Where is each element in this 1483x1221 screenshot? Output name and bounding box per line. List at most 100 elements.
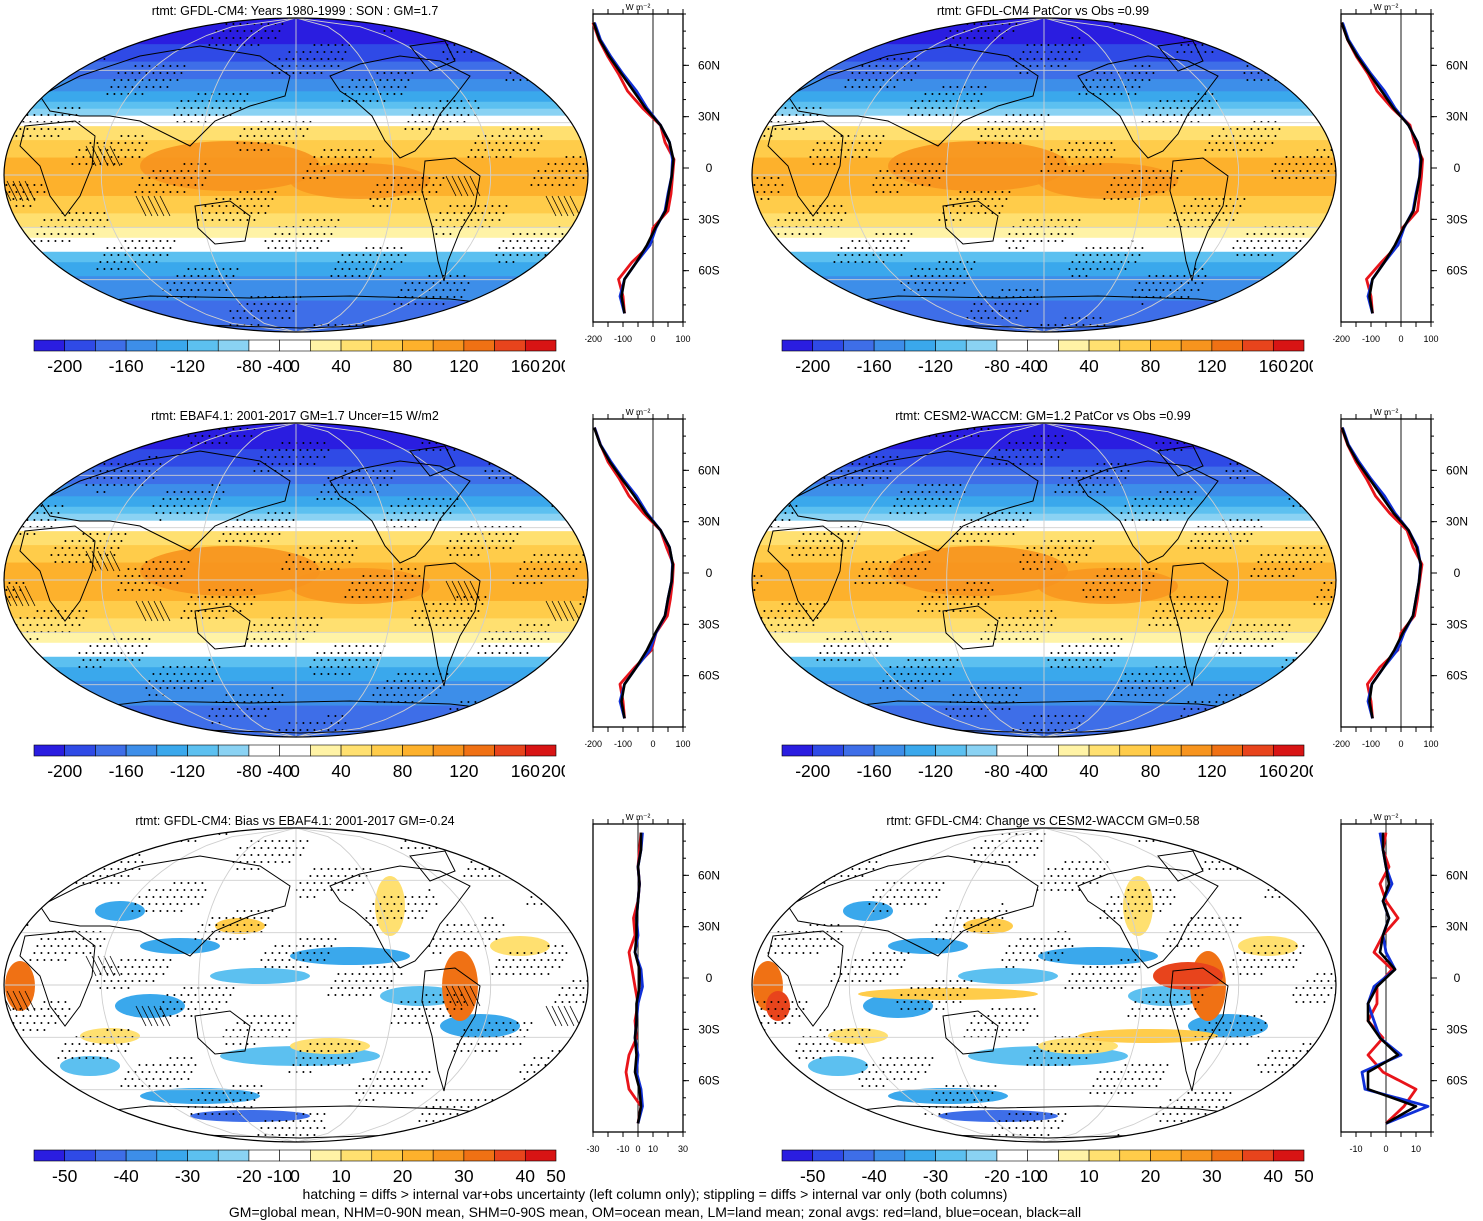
colorbar-tick-label: 40 [331,356,351,376]
colorbar-tick-label: 50 [546,1166,565,1186]
colorbar: -200 -160 -120 -80-400 40 80 120 160200 [33,744,565,781]
zonal-mean-plot: W m⁻² 60N 30N 0 30S 60S -10 0 10 [1340,812,1468,1154]
colorbar-swatch [187,339,219,352]
colorbar-swatch [524,1149,557,1162]
colorbar-swatch [279,744,311,757]
graticule [752,828,1336,1142]
map-outline [751,17,1337,333]
zonal-series-land [593,427,675,719]
world-map [751,827,1337,1143]
colorbar-swatch [1058,744,1090,757]
zonal-series-all [592,22,675,314]
colorbar-tick-label: 50 [1294,1166,1313,1186]
colorbar-tick-label: 0 [290,761,300,781]
colorbar-swatch [248,1149,280,1162]
zonal-x-tick-label: -200 [1333,334,1350,344]
colorbar-swatch [310,744,342,757]
colorbar: -50 -40 -30 -20 -100 10 20 30 40 50 [781,1149,1313,1186]
colorbar-swatch [125,744,158,757]
zonal-x-tick-label: 100 [675,739,690,749]
lat-tick-label: 60S [698,264,719,278]
colorbar-tick-label: -200 [795,761,830,781]
colorbar-swatch [1088,1149,1121,1162]
stippling [753,833,1336,1142]
colorbar-tick-label: -40 [113,1166,139,1186]
footer-line-1: hatching = diffs > internal var+obs unce… [302,1186,1008,1202]
footer-line-2: GM=global mean, NHM=0-90N mean, SHM=0-90… [228,1204,1082,1220]
zonal-x-tick-label: 0 [650,739,655,749]
hatching [4,955,581,1027]
zonal-unit-label: W m⁻² [1374,407,1399,417]
colorbar-swatch [904,339,936,352]
chart-panel: rtmt: GFDL-CM4: Bias vs EBAF4.1: 2001-20… [0,810,740,1215]
colorbar-tick-label: -40 [1015,761,1041,781]
lat-tick-label: 30N [698,110,720,124]
colorbar-tick-label: 120 [449,761,478,781]
colorbar-tick-label: 40 [1079,761,1099,781]
colorbar-swatch [1058,1149,1090,1162]
zonal-series-land [1340,22,1424,314]
colorbar-tick-label: 0 [1038,1166,1048,1186]
zonal-x-tick-label: 100 [1423,334,1438,344]
colorbar-swatch [340,339,373,352]
colorbar-swatch [156,339,188,352]
colorbar-tick-label: 200 [1289,356,1313,376]
colorbar-swatch [402,744,434,757]
colorbar-swatch [1119,1149,1151,1162]
colorbar-tick-label: -200 [795,356,830,376]
zonal-frame [1340,13,1432,323]
world-map [751,422,1337,738]
zonal-series-all [1340,427,1423,719]
zonal-x-tick-label: -10 [1349,1144,1362,1154]
colorbar-swatch [873,339,906,352]
colorbar-swatch [873,744,906,757]
colorbar-swatch [873,1149,906,1162]
graticule [752,423,1336,737]
zonal-x-tick-label: 100 [1423,739,1438,749]
zonal-x-tick-label: 10 [1411,1144,1421,1154]
zonal-unit-label: W m⁻² [1374,2,1399,12]
colorbar-tick-label: 120 [1197,761,1226,781]
colorbar-swatch [125,339,158,352]
colorbar-tick-label: 10 [331,1166,351,1186]
colorbar-tick-label: 120 [449,356,478,376]
zonal-x-tick-label: -100 [614,739,632,749]
colorbar-tick-label: 80 [1141,761,1161,781]
colorbar-swatch [310,339,342,352]
colorbar-tick-label: 80 [1141,356,1161,376]
lat-tick-label: 60S [1446,264,1467,278]
colorbar-swatch [1211,339,1243,352]
colorbar-swatch [781,1149,814,1162]
colorbar-tick-label: 200 [541,356,565,376]
zonal-series-land [591,22,676,314]
colorbar-tick-label: -30 [923,1166,949,1186]
map-outline [751,827,1337,1143]
colorbar: -50 -40 -30 -20 -100 10 20 30 40 50 [33,1149,565,1186]
world-map [3,422,589,738]
colorbar-tick-label: 80 [393,761,413,781]
lat-tick-label: 30S [698,212,719,226]
colorbar-swatch [965,1149,998,1162]
lat-tick-label: 30N [698,920,720,934]
zonal-series-ocean [1341,22,1422,314]
colorbar-swatch [1242,1149,1274,1162]
colorbar-swatch [463,744,495,757]
colorbar-swatch [95,744,127,757]
colorbar-swatch [1088,744,1121,757]
zonal-mean-plot: W m⁻² 60N 30N 0 30S 60S -200 -100 0 100 [585,2,720,344]
colorbar-swatch [1058,339,1090,352]
colorbar-swatch [494,744,526,757]
colorbar-tick-label: -40 [861,1166,887,1186]
lat-tick-label: 60N [698,463,720,477]
lat-tick-label: 30S [1446,1022,1467,1036]
zonal-x-tick-label: 0 [1398,739,1403,749]
map-title: rtmt: EBAF4.1: 2001-2017 GM=1.7 Uncer=15… [151,409,439,423]
zonal-series-all [1340,22,1423,314]
colorbar-swatch [432,339,465,352]
colorbar-swatch [463,339,495,352]
lat-tick-label: 30N [1446,515,1468,529]
map-title: rtmt: GFDL-CM4 PatCor vs Obs =0.99 [936,4,1150,18]
zonal-x-tick-label: 0 [650,334,655,344]
colorbar-tick-label: -160 [857,761,892,781]
zonal-x-tick-label: -100 [1362,739,1380,749]
